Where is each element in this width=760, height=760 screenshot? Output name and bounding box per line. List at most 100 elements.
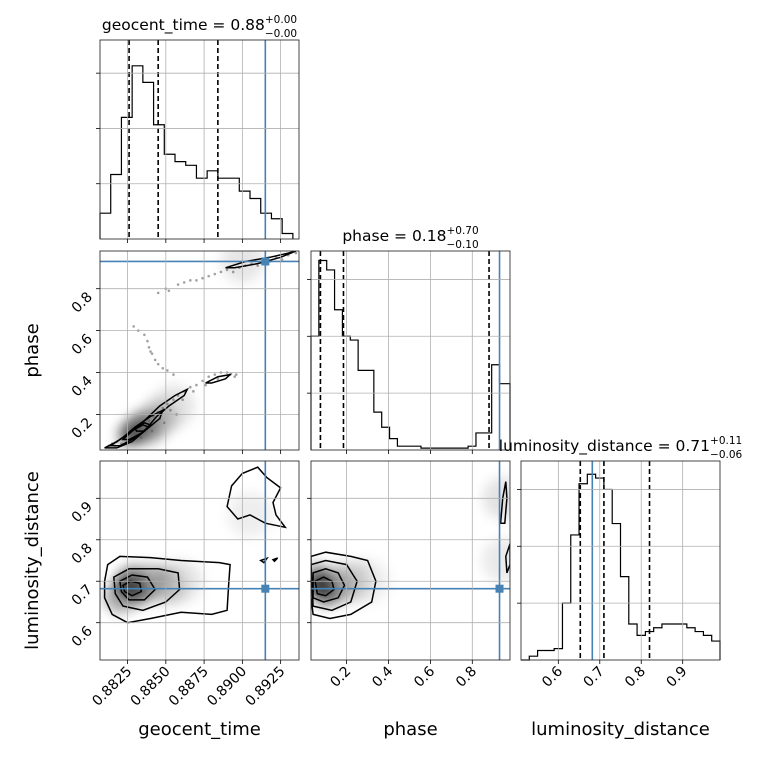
tick-label-ld-x: 0.6: [539, 663, 566, 690]
contour-line: [119, 574, 157, 601]
sample-point: [156, 362, 160, 366]
tick-label-phase-x: 0.6: [411, 663, 438, 690]
tick-label-ld-y: 0.7: [69, 582, 96, 609]
title-upper-error: +0.70: [446, 225, 478, 237]
truth-marker: [261, 257, 270, 266]
truth-marker: [495, 584, 504, 593]
sample-point: [162, 421, 166, 425]
sample-point: [201, 276, 204, 280]
y-axis-label-phase: phase: [22, 323, 43, 377]
histogram-geocent_time-frame: [99, 39, 300, 240]
title-upper-error: +0.11: [710, 435, 742, 447]
sample-point: [147, 346, 151, 349]
x-axis-label-geocent_time: geocent_time: [138, 719, 261, 740]
title-main: geocent_time = 0.88: [102, 16, 265, 35]
tick-label-phase-y: 0.4: [69, 373, 96, 400]
tick-label-geocent-time-x: 0.8900: [204, 664, 250, 710]
panel-title-phase: phase = 0.18+0.70: [342, 225, 478, 245]
histogram-luminosity_distance-frame: [520, 460, 721, 661]
tick-label-phase-x: 0.8: [453, 664, 480, 691]
tick-label-ld-y: 0.6: [69, 623, 96, 650]
sample-point: [150, 429, 154, 433]
sample-point: [132, 325, 135, 328]
sample-point: [161, 367, 165, 370]
sample-point: [201, 379, 204, 383]
tick-label-phase-y: 0.6: [69, 331, 96, 358]
sample-point: [207, 375, 210, 378]
panel-title-geocent_time: geocent_time = 0.88+0.00: [102, 14, 297, 35]
sample-point: [213, 373, 217, 376]
sample-point: [195, 383, 198, 387]
sample-point: [140, 436, 143, 439]
sample-point: [147, 419, 151, 422]
sample-point: [150, 352, 154, 355]
sample-point: [172, 373, 175, 376]
sample-point: [204, 383, 207, 387]
histogram-panel-luminosity_distance: [521, 461, 721, 661]
sample-point: [294, 251, 298, 255]
title-lower-error: −0.06: [710, 449, 742, 461]
y-axis-label-luminosity_distance: luminosity_distance: [22, 471, 43, 650]
panel-title-luminosity_distance: luminosity_distance = 0.71+0.11: [499, 435, 742, 456]
sample-point: [216, 377, 220, 381]
sample-point: [225, 268, 229, 272]
histogram-phase-frame: [310, 250, 511, 451]
contour-line: [312, 568, 346, 603]
sample-point: [219, 270, 223, 274]
sample-point: [207, 274, 210, 278]
tick-label-ld-y: 0.8: [69, 540, 96, 567]
histogram-panel-geocent_time: [99, 40, 294, 239]
sample-point: [256, 264, 259, 267]
density-panel-geocent_time-vs-phase: [100, 251, 299, 450]
sample-point: [161, 406, 165, 410]
contour-line: [505, 543, 510, 574]
tick-label-ld-x: 0.7: [581, 664, 608, 691]
tick-label-phase-y: 0.2: [69, 415, 96, 442]
tick-label-phase-x: 0.4: [369, 663, 396, 690]
tick-label-geocent-time-x: 0.8875: [166, 664, 212, 710]
contour-line: [271, 557, 279, 563]
density-geocent_time-phase-frame: [99, 250, 300, 451]
contour-line: [314, 576, 335, 597]
tick-label-phase-x: 0.2: [327, 664, 354, 691]
sample-point: [167, 289, 171, 293]
sample-point: [153, 358, 157, 362]
tick-label-ld-x: 0.9: [663, 664, 690, 691]
contour-line: [311, 551, 377, 620]
truth-marker: [261, 584, 270, 593]
histogram-panel-phase: [310, 251, 511, 450]
sample-point: [176, 283, 180, 286]
sample-point: [172, 398, 175, 402]
sample-point: [181, 398, 184, 402]
title-upper-error: +0.00: [265, 14, 297, 26]
sample-point: [231, 270, 235, 274]
density-geocent_time-luminosity_distance-frame: [99, 460, 300, 661]
sample-point: [146, 339, 149, 343]
title-lower-error: −0.10: [446, 239, 478, 251]
title-main: phase = 0.18: [342, 227, 446, 245]
title-main: luminosity_distance = 0.71: [499, 437, 710, 456]
sample-point: [195, 279, 198, 282]
contour-line: [311, 559, 358, 612]
x-axis-label-phase: phase: [383, 719, 437, 740]
sample-point: [143, 333, 146, 337]
histogram-step-phase: [310, 259, 511, 450]
sample-point: [280, 258, 284, 261]
sample-point: [189, 279, 192, 282]
density-blob: [481, 538, 510, 583]
sample-point: [156, 291, 160, 295]
contour-line: [134, 424, 151, 432]
sample-point: [166, 402, 169, 406]
sample-point: [213, 272, 217, 276]
contour-line: [205, 373, 233, 384]
density-panel-geocent_time-vs-luminosity_distance: [100, 461, 299, 660]
sample-point: [234, 373, 238, 376]
sample-point: [189, 385, 192, 389]
contour-line: [499, 481, 508, 524]
sample-point: [166, 369, 169, 372]
contour-line: [113, 568, 181, 612]
histogram-step-luminosity_distance: [521, 473, 721, 661]
x-axis-label-luminosity_distance: luminosity_distance: [531, 719, 710, 740]
sample-point: [182, 281, 186, 284]
